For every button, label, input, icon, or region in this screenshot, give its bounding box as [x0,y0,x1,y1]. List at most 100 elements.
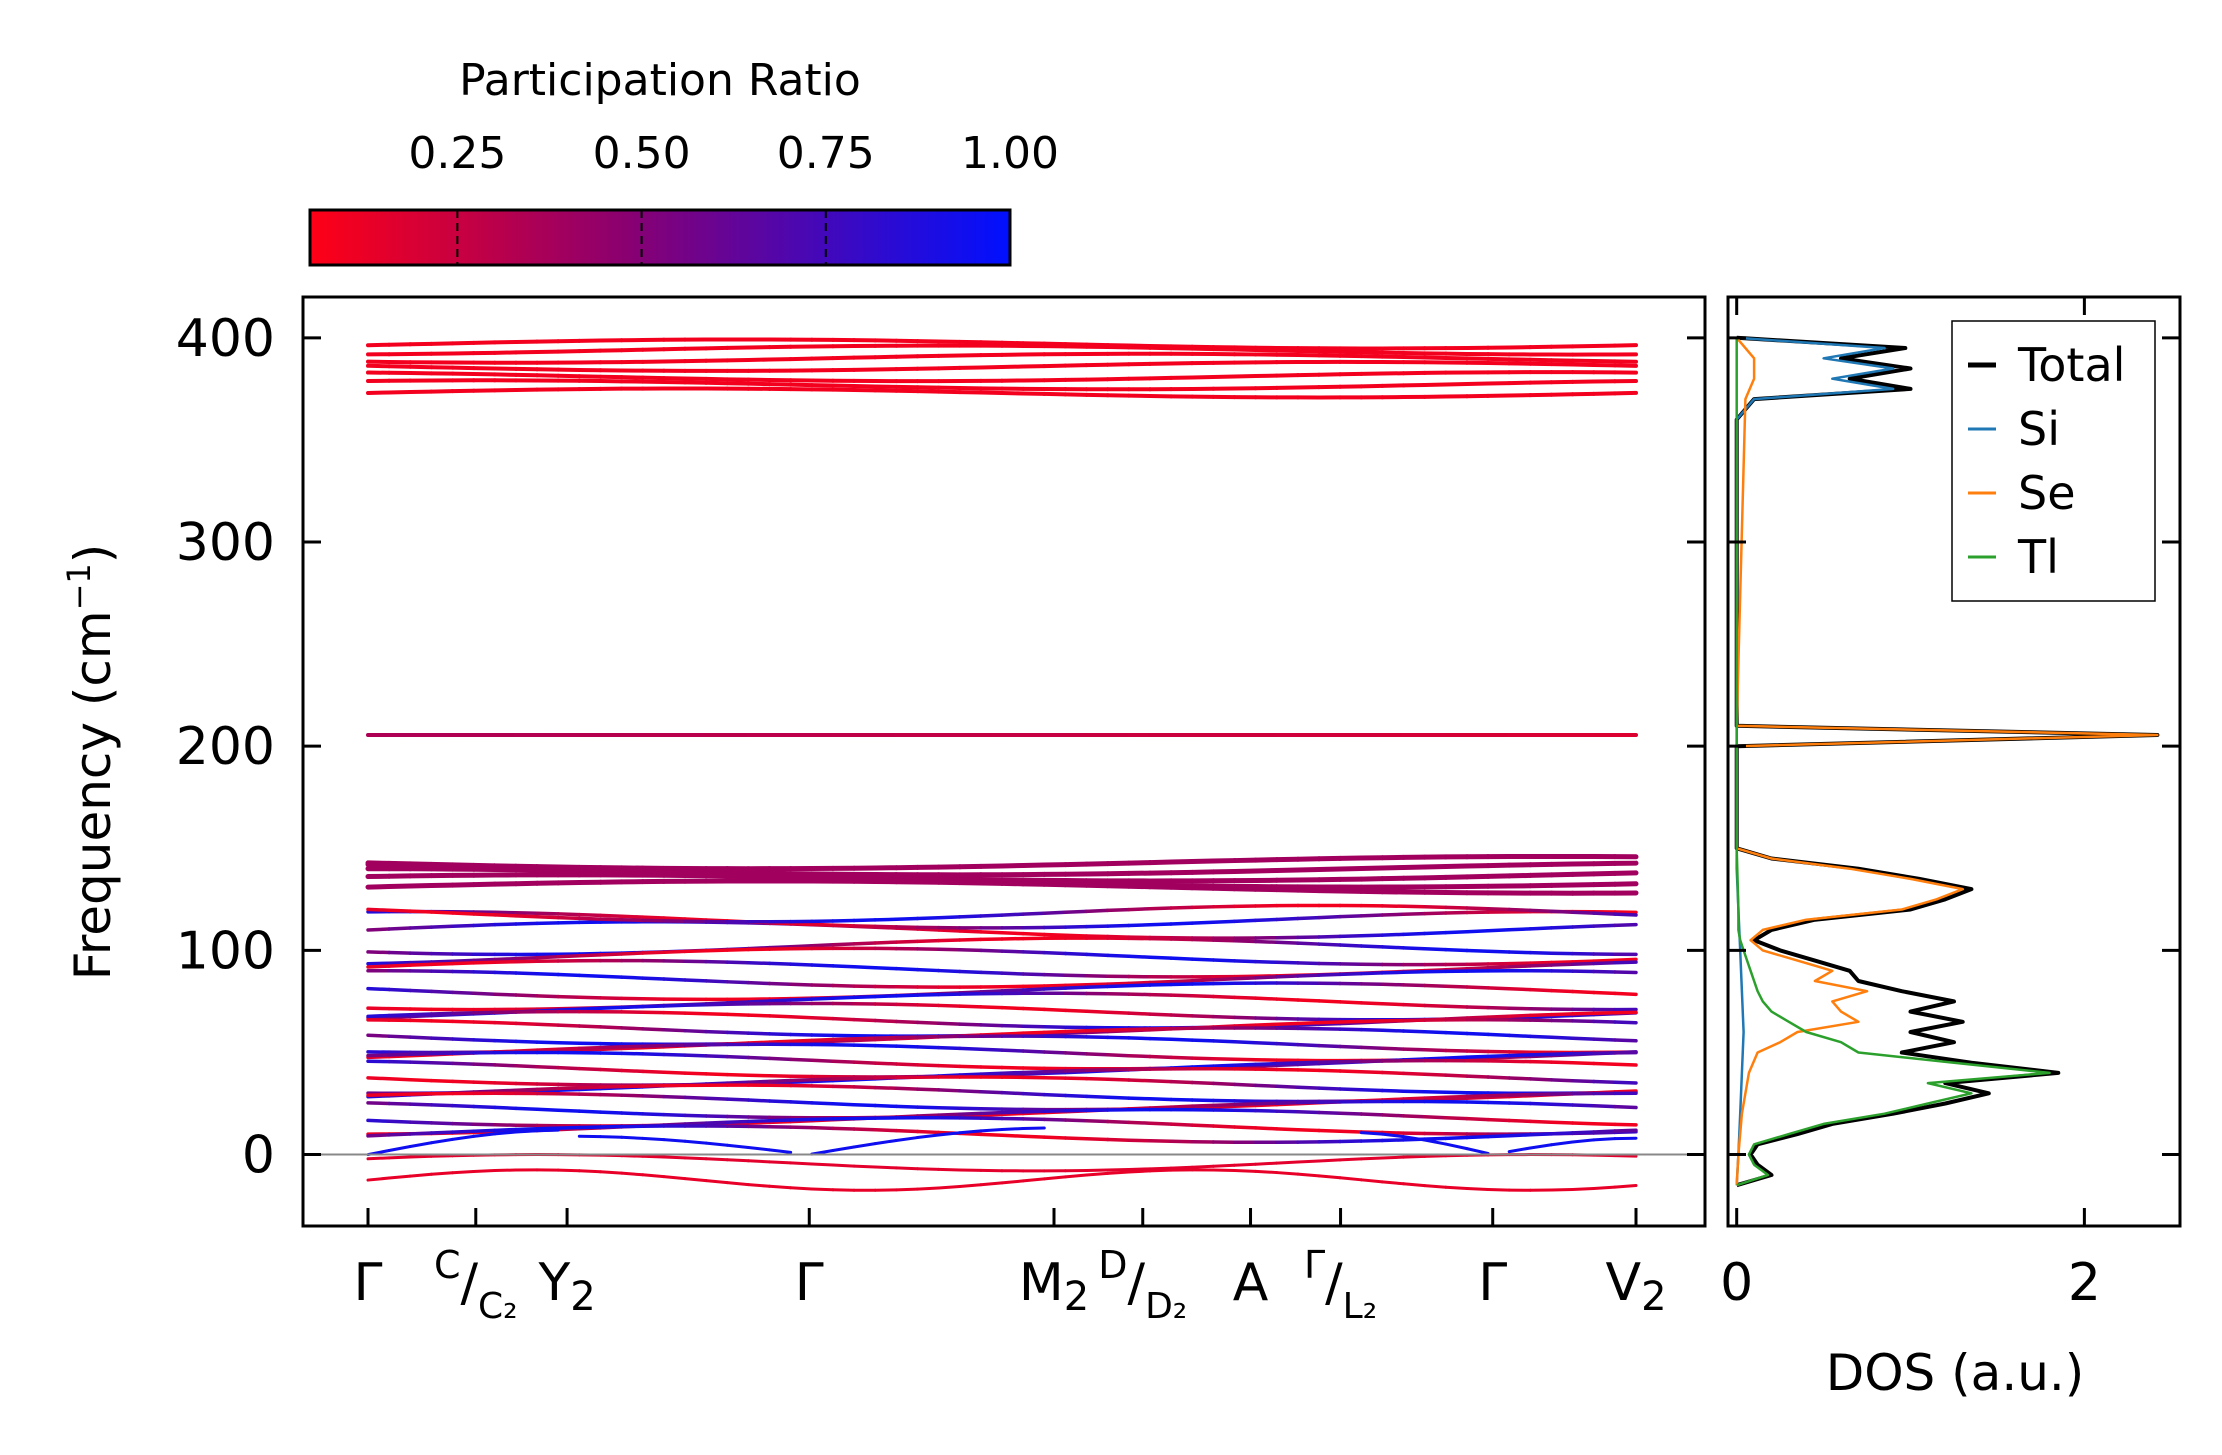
band-lower-group [1296,915,1321,921]
band-lower-group [662,1028,687,1033]
band-lower-group [704,1120,730,1125]
band-lower-group [493,959,518,965]
band-lower-group [619,951,645,956]
band-lower-group [852,924,877,929]
band-soft-mode [1000,1179,1025,1185]
band-lower-group [429,910,455,915]
band-lower-group [1232,1082,1258,1088]
band-lower-group [1063,1068,1089,1073]
band-lower-group [1021,987,1047,992]
band-acoustic [831,1145,856,1153]
band-lower-group [1613,957,1638,963]
band-lower-group [514,911,539,916]
band-acoustic [1528,1143,1553,1150]
band-lower-group [957,1111,983,1116]
band-lower-group [831,983,856,988]
band-lower-group [1211,1102,1237,1108]
band-lower-group [1507,1076,1533,1081]
band-soft-mode [810,1187,835,1192]
band-lower-group [1549,960,1575,965]
band-lower-group [1591,1129,1617,1134]
band-lower-group [1591,1104,1617,1109]
band-lower-group [366,1076,391,1081]
band-lower-group [957,914,983,919]
x-tick-main: M [1019,1253,1064,1313]
band-lower-group [1401,911,1427,917]
band-lower-group [979,1071,1004,1076]
band-lower-group [852,1085,877,1090]
band-lower-group [1380,932,1406,937]
band-lower-group [1317,914,1342,920]
band-lower-group [1359,971,1385,976]
band-acoustic [683,1139,708,1145]
dos-x-axis-label: DOS (a.u.) [1826,1344,2085,1402]
band-lower-group [746,1073,772,1078]
band-lower-group [915,1113,941,1118]
band-soft-mode [1148,1166,1173,1171]
band-lower-group [619,914,645,919]
band-lower-group [1253,1040,1279,1046]
band-lower-group [1211,1081,1237,1087]
band-lower-group [450,1121,476,1126]
band-lower-group [746,999,772,1004]
band-lower-group [1380,945,1406,950]
band-lower-group [704,1011,730,1017]
band-lower-group [894,966,920,972]
band-lower-group [387,987,413,993]
band-lower-group [704,1114,730,1119]
band-lower-group [471,1122,497,1127]
band-soft-mode [1486,1187,1511,1192]
x-tick-sub: 2 [1641,1274,1666,1320]
band-lower-group [450,990,476,996]
band-lower-group [1613,1104,1638,1110]
band-lower-group [831,1016,856,1022]
band-lower-group [936,1105,962,1111]
band-lower-group [1296,1085,1321,1090]
band-lower-group [598,917,624,922]
band-lower-group [408,1077,434,1083]
band-soft-mode [1359,1178,1384,1184]
band-lower-group [1422,1072,1448,1077]
colorbar-ticks [456,210,827,265]
band-lower-group [366,1101,391,1106]
band-lower-group [767,1039,793,1044]
band-lower-group [1507,1013,1533,1018]
band-lower-group [1507,961,1533,966]
band-lower-group [1063,1051,1089,1056]
band-lower-group [1528,960,1554,965]
band-lower-group [556,1040,582,1045]
band-lower-group [556,1065,582,1071]
band-lower-group [1422,905,1448,910]
band-lower-group [810,943,835,948]
band-lower-group [1000,1090,1025,1096]
band-lower-group [1613,1122,1638,1127]
band-lower-group [1422,1095,1448,1100]
band-lower-group [683,1113,708,1118]
band-lower-group [936,1003,962,1008]
band-soft-mode [1127,1167,1152,1172]
band-soft-mode [937,1167,962,1172]
band-lower-group [1021,911,1047,916]
band-soft-mode [387,1174,412,1180]
band-lower-group [915,938,941,944]
band-lower-group [1486,1032,1511,1038]
band-lower-group [1232,959,1258,964]
band-lower-group [366,1033,391,1038]
band-lower-group [1169,1104,1194,1109]
band-lower-group [1274,1109,1300,1114]
band-lower-group [1169,1097,1194,1102]
band-lower-group [936,968,962,974]
band-lower-group [1190,994,1216,999]
band-lower-group [471,1038,497,1043]
x-tick-top: C [434,1243,461,1287]
band-lower-group [1000,1110,1025,1115]
band-lower-group [514,1087,539,1092]
legend-label-total: Total [2017,338,2125,392]
band-lower-group [1148,1036,1173,1042]
band-lower-group [366,1013,391,1019]
band-lower-group [1253,939,1279,945]
band-lower-group [936,928,962,933]
band-lower-group [1127,980,1152,986]
band-lower-group [429,1103,455,1108]
